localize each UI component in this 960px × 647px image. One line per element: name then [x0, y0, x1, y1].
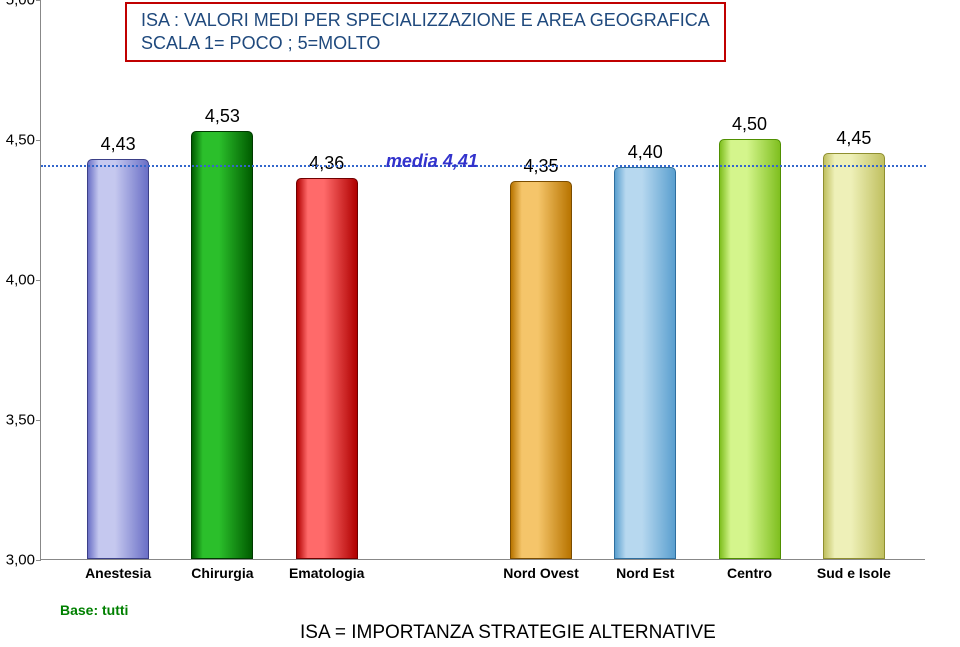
bar-centro	[719, 139, 781, 559]
bar-chirurgia	[191, 131, 253, 559]
base-label: Base: tutti	[60, 602, 128, 618]
chart-title-line1: ISA : VALORI MEDI PER SPECIALIZZAZIONE E…	[141, 10, 710, 31]
bar-value-label: 4,40	[628, 142, 663, 163]
bar-value-label: 4,43	[101, 134, 136, 155]
bar-nord-est	[614, 167, 676, 559]
x-tick-label: Chirurgia	[191, 565, 253, 581]
bar-value-label: 4,53	[205, 106, 240, 127]
media-line	[41, 165, 926, 167]
x-tick-label: Anestesia	[85, 565, 151, 581]
y-tick-label: 3,00	[1, 552, 35, 569]
media-label: media 4,41	[386, 151, 478, 172]
chart-title-box: ISA : VALORI MEDI PER SPECIALIZZAZIONE E…	[125, 2, 726, 62]
x-tick-label: Nord Ovest	[503, 565, 578, 581]
bar-ematologia	[296, 178, 358, 559]
y-tick-label: 5,00	[1, 0, 35, 9]
y-tick-label: 3,50	[1, 412, 35, 429]
bar-nord-ovest	[510, 181, 572, 559]
bar-value-label: 4,36	[309, 153, 344, 174]
bar-value-label: 4,50	[732, 114, 767, 135]
y-tick-label: 4,00	[1, 272, 35, 289]
x-tick-label: Ematologia	[289, 565, 364, 581]
x-tick-label: Sud e Isole	[817, 565, 891, 581]
bar-sud-e-isole	[823, 153, 885, 559]
bar-value-label: 4,45	[836, 128, 871, 149]
chart-title-line2: SCALA 1= POCO ; 5=MOLTO	[141, 33, 710, 54]
plot-area: 5,004,504,003,503,004,43Anestesia4,53Chi…	[40, 0, 925, 560]
x-tick-label: Nord Est	[616, 565, 674, 581]
chart-container: 5,004,504,003,503,004,43Anestesia4,53Chi…	[40, 0, 945, 590]
x-tick-label: Centro	[727, 565, 772, 581]
footer-label: ISA = IMPORTANZA STRATEGIE ALTERNATIVE	[300, 622, 716, 644]
y-tick-label: 4,50	[1, 132, 35, 149]
bar-anestesia	[87, 159, 149, 559]
